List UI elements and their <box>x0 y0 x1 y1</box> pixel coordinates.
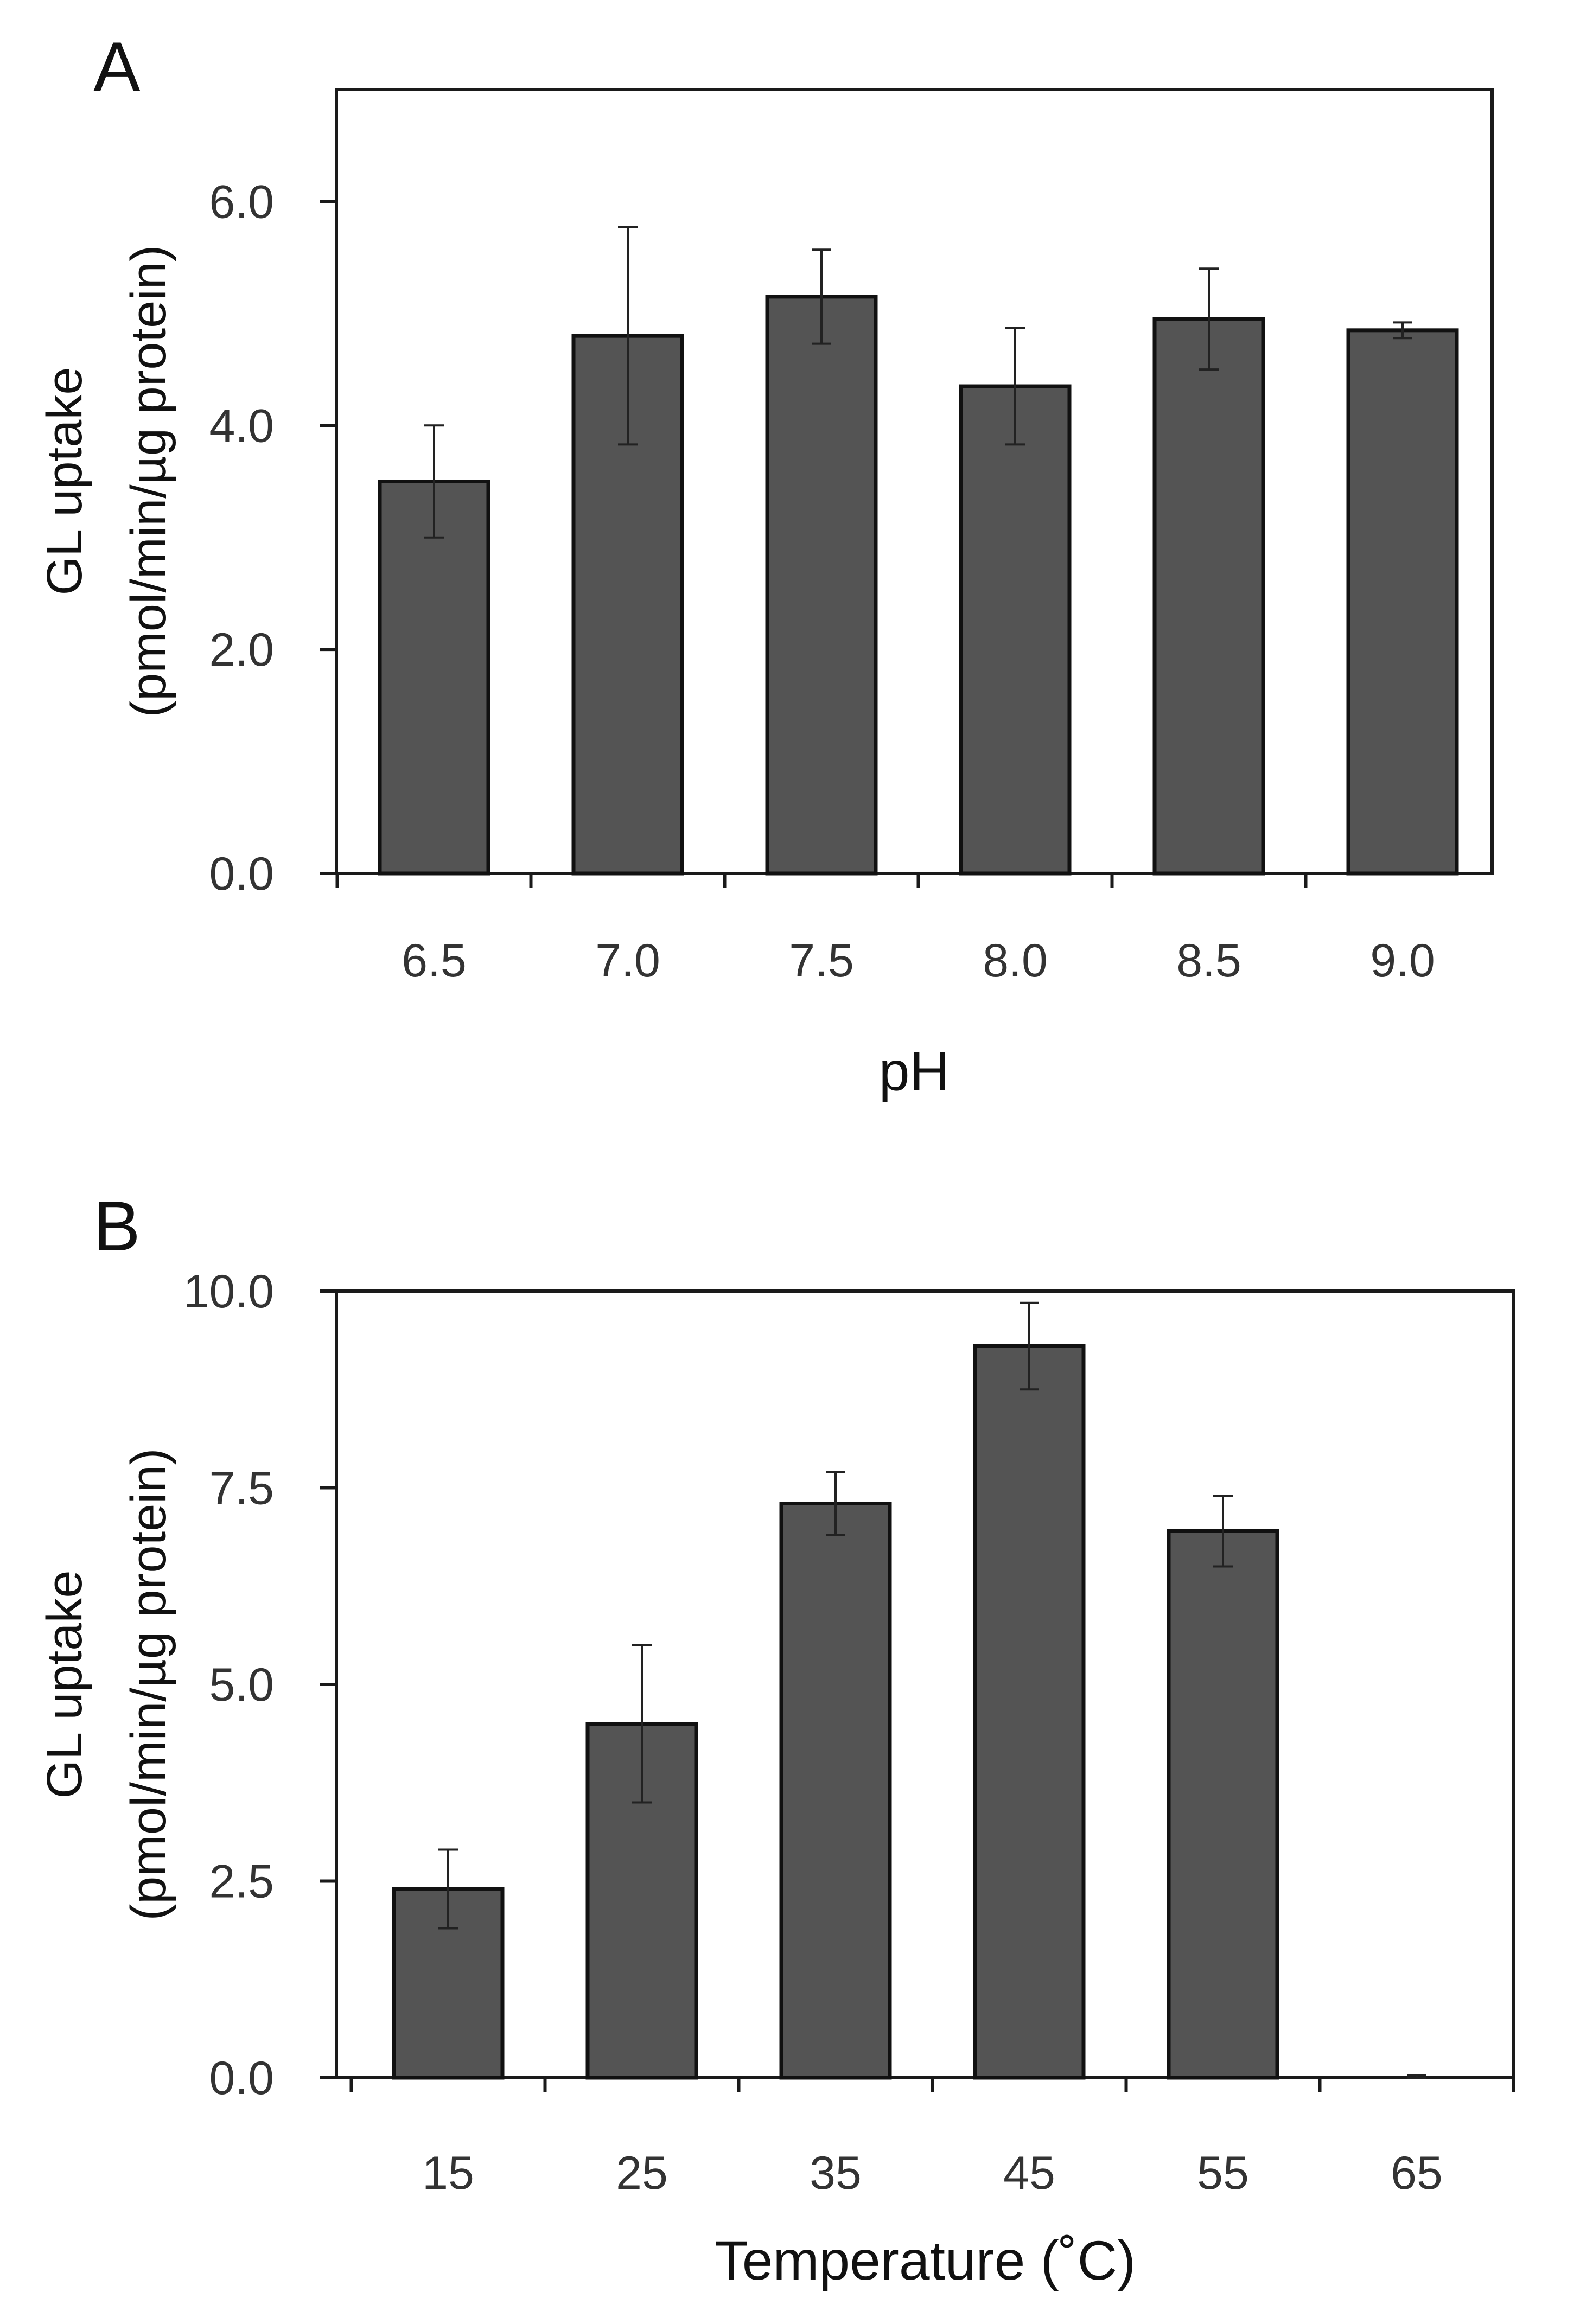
panel-a-bar-0 <box>378 480 490 876</box>
panel-b-x-tick-label-0: 15 <box>422 2147 474 2199</box>
panel-b-x-tick-label-2: 35 <box>810 2147 862 2199</box>
panel-a-y-tick-label-0: 0.0 <box>209 848 274 900</box>
panel-a-bar-5 <box>1346 328 1459 876</box>
panel-a-y-tick-label-2: 4.0 <box>209 400 274 452</box>
panel-b-letter: B <box>93 1186 141 1266</box>
panel-b-y-axis-title: GL uptake (pmol/min/µg protein) <box>37 1448 176 1920</box>
panel-b-y-tick-label-2: 5.0 <box>209 1659 274 1711</box>
panel-a-bars <box>378 226 1459 876</box>
panel-a-x-tick-label-4: 8.5 <box>1176 935 1241 987</box>
panel-b-y-tick-label-4: 10.0 <box>183 1266 274 1318</box>
panel-b-x-axis-title: Temperature (˚C) <box>715 2230 1136 2291</box>
panel-a-bar-3 <box>959 384 1072 876</box>
panel-a-bar-2 <box>765 295 878 876</box>
panel-b-bars <box>392 1301 1426 2080</box>
panel-a-x-tick-label-0: 6.5 <box>402 935 467 987</box>
panel-b-x-ticks: 15 25 35 45 55 65 <box>349 2078 1515 2199</box>
panel-a-y-axis-title: GL uptake (pmol/min/µg protein) <box>37 245 176 717</box>
panel-b-bar-3 <box>973 1344 1086 2080</box>
panel-b-plot-frame <box>335 1289 1515 2079</box>
panel-a-letter: A <box>93 27 141 106</box>
panel-b-bar-4 <box>1167 1529 1279 2080</box>
panel-b-y-axis-title-line1: GL uptake <box>37 1570 92 1798</box>
panel-a-y-axis-title-line1: GL uptake <box>37 367 92 595</box>
panel-a-x-tick-label-2: 7.5 <box>789 935 854 987</box>
panel-a-y-tick-label-1: 2.0 <box>209 624 274 676</box>
panel-b-y-axis-title-line2: (pmol/min/µg protein) <box>121 1448 176 1920</box>
panel-b-x-tick-label-4: 55 <box>1197 2147 1249 2199</box>
panel-b-y-ticks: 0.0 2.5 5.0 7.5 10.0 <box>183 1266 336 2104</box>
panel-a-bar-4 <box>1152 317 1265 876</box>
panel-a-y-ticks: 0.0 2.0 4.0 6.0 <box>209 176 336 900</box>
panel-a-y-tick-label-3: 6.0 <box>209 176 274 228</box>
panel-b-bar-2 <box>779 1502 892 2080</box>
panel-b-x-tick-label-3: 45 <box>1003 2147 1055 2199</box>
panel-a-x-tick-label-5: 9.0 <box>1370 935 1435 987</box>
panel-b-y-tick-label-0: 0.0 <box>209 2052 274 2104</box>
panel-a-chart: A 0.0 2.0 4.0 6.0 6.5 7.0 7.5 8.0 8.5 9.0 pH GL … <box>37 27 1494 1102</box>
panel-a-x-ticks: 6.5 7.0 7.5 8.0 8.5 9.0 <box>335 873 1435 987</box>
panel-b-y-tick-label-1: 2.5 <box>209 1856 274 1908</box>
panel-b-y-tick-label-3: 7.5 <box>209 1463 274 1515</box>
panel-a-x-tick-label-1: 7.0 <box>595 935 660 987</box>
panel-a-plot-frame <box>335 88 1494 875</box>
panel-b-chart: B 0.0 2.5 5.0 7.5 10.0 15 25 35 45 55 65 Temperat… <box>37 1186 1515 2291</box>
panel-a-y-axis-title-line2: (pmol/min/µg protein) <box>121 245 176 717</box>
panel-b-x-tick-label-5: 65 <box>1391 2147 1443 2199</box>
panel-a-x-tick-label-3: 8.0 <box>983 935 1048 987</box>
panel-a-x-axis-title: pH <box>879 1040 950 1102</box>
panel-b-x-tick-label-1: 25 <box>616 2147 668 2199</box>
